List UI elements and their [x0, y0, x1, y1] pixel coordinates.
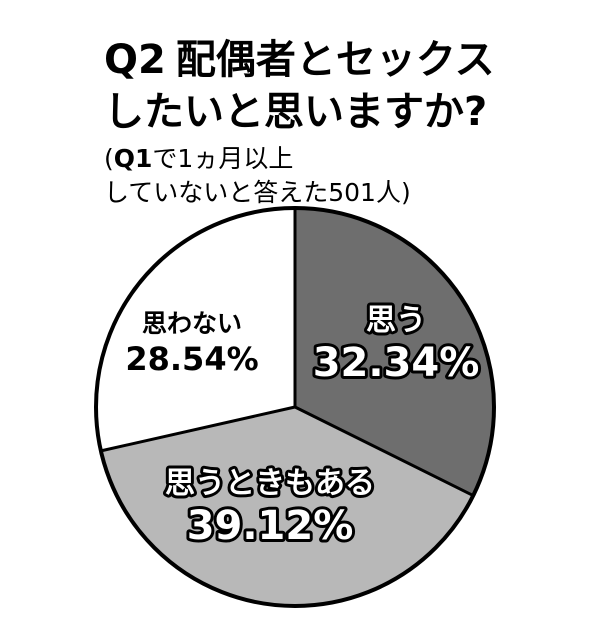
slice-label-value-3: 28.54%: [125, 340, 258, 378]
chart-header: Q2 配偶者とセックス したいと思いますか? (Q1で1ヵ月以上 していないと答え…: [104, 34, 584, 210]
pie-outline: [94, 206, 496, 608]
pie-slice-1: [295, 208, 494, 496]
slice-label-value-1: 32.34%: [313, 340, 480, 386]
pie-slice-3: [95, 208, 295, 451]
subtitle-q-ref: Q1: [113, 144, 153, 173]
chart-subtitle-line-1: (Q1で1ヵ月以上: [104, 142, 584, 176]
slice-divider-3: [100, 405, 296, 453]
pie-slice-2: [100, 407, 474, 606]
slice-label-name-1: 思う: [366, 303, 426, 338]
chart-title-line-1: Q2 配偶者とセックス: [104, 34, 584, 86]
slice-divider-2: [294, 405, 474, 497]
title-text-2: したいと思いますか?: [104, 89, 488, 135]
chart-subtitle-line-2: していないと答えた501人): [104, 176, 584, 210]
question-number: Q2: [104, 37, 166, 83]
chart-title-line-2: したいと思いますか?: [104, 86, 584, 138]
title-text-1: 配偶者とセックス: [175, 37, 495, 83]
subtitle-paren-open: (: [104, 144, 114, 173]
slice-label-name-2: 思うときもある: [165, 466, 375, 501]
subtitle-text-2: していないと答えた501人): [104, 178, 411, 207]
slice-label-value-2: 39.12%: [187, 503, 354, 549]
subtitle-text-1: で1ヵ月以上: [152, 144, 294, 173]
slice-label-name-3: 思わない: [142, 309, 242, 338]
